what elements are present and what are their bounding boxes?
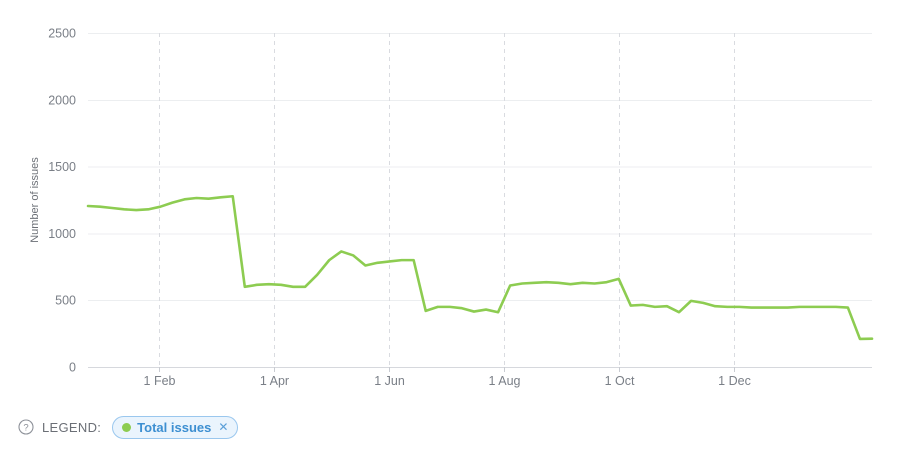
- legend-title: LEGEND:: [42, 419, 102, 435]
- x-tick-label: 1 Jun: [374, 374, 405, 388]
- y-tick-label: 2000: [48, 93, 76, 107]
- y-gridlines: [88, 33, 872, 368]
- legend-item-total-issues[interactable]: Total issues ✕: [112, 415, 239, 439]
- legend-item-label: Total issues: [137, 419, 212, 435]
- data-series-group: [86, 194, 874, 341]
- x-tick-label: 1 Feb: [144, 374, 176, 388]
- chart-area: 0 500 1000 1500 2000 2500 1 Feb 1 Apr 1 Jun 1 Au…: [29, 27, 874, 388]
- line-chart-svg: 0 500 1000 1500 2000 2500 1 Feb 1 Apr 1 Jun 1 Au…: [29, 27, 874, 388]
- x-tick-label: 1 Oct: [605, 374, 635, 388]
- svg-text:?: ?: [23, 423, 28, 434]
- series-line-total-issues: [86, 194, 874, 341]
- y-axis-tick-labels: 0 500 1000 1500 2000 2500: [48, 27, 76, 375]
- question-circle-icon[interactable]: ?: [18, 419, 34, 435]
- y-axis-title: Number of issues: [29, 157, 41, 243]
- x-tick-label: 1 Apr: [260, 374, 289, 388]
- legend-bar: ? LEGEND: Total issues ✕: [0, 400, 900, 454]
- x-gridlines: [159, 33, 735, 372]
- y-tick-label: 1000: [48, 227, 76, 241]
- x-tick-label: 1 Aug: [489, 374, 521, 388]
- x-tick-label: 1 Dec: [718, 374, 751, 388]
- y-tick-label: 0: [69, 361, 76, 375]
- y-tick-label: 2500: [48, 27, 76, 41]
- y-tick-label: 1500: [48, 160, 76, 174]
- close-icon[interactable]: ✕: [218, 420, 229, 434]
- x-axis-tick-labels: 1 Feb 1 Apr 1 Jun 1 Aug 1 Oct 1 Dec: [144, 374, 751, 388]
- y-tick-label: 500: [55, 294, 76, 308]
- legend-color-swatch: [122, 422, 132, 432]
